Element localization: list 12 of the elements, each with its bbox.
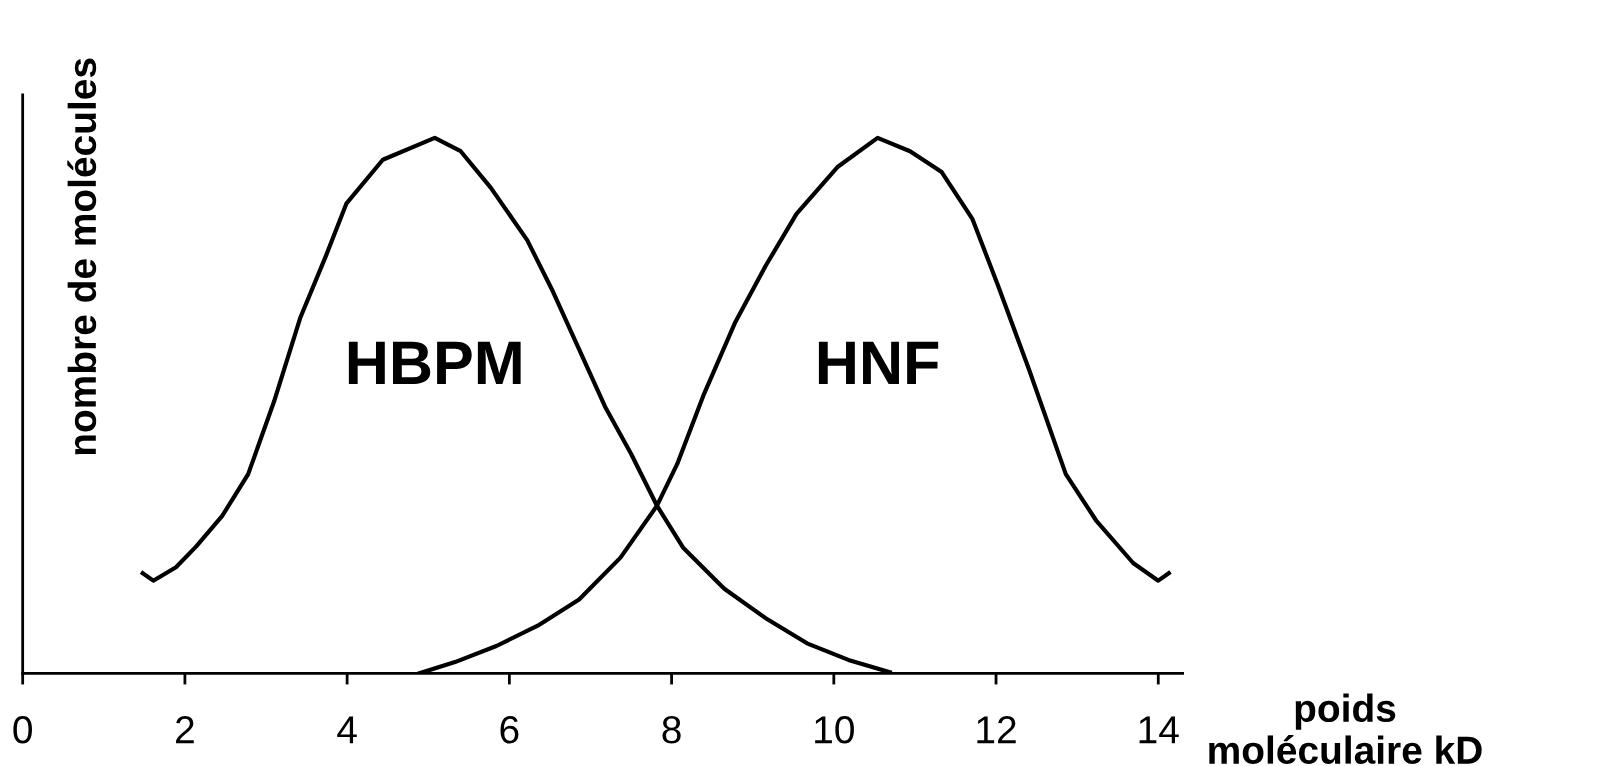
x-tick-label: 4 [337, 716, 357, 744]
x-tick-label: 8 [662, 716, 681, 744]
series-label: HBPM [348, 341, 521, 384]
x-tick-label: 10 [815, 716, 854, 744]
x-tick-label: 2 [176, 716, 194, 744]
series-label: HNF [818, 341, 939, 384]
x-tick-label: 0 [13, 716, 32, 744]
x-tick-label: 12 [977, 716, 1016, 744]
x-axis-title: poids moléculaire kD [1209, 693, 1482, 765]
x-tick-label: 14 [1139, 716, 1179, 744]
y-axis-title: nombre de molécules [67, 58, 97, 455]
x-tick-label: 6 [500, 716, 519, 744]
